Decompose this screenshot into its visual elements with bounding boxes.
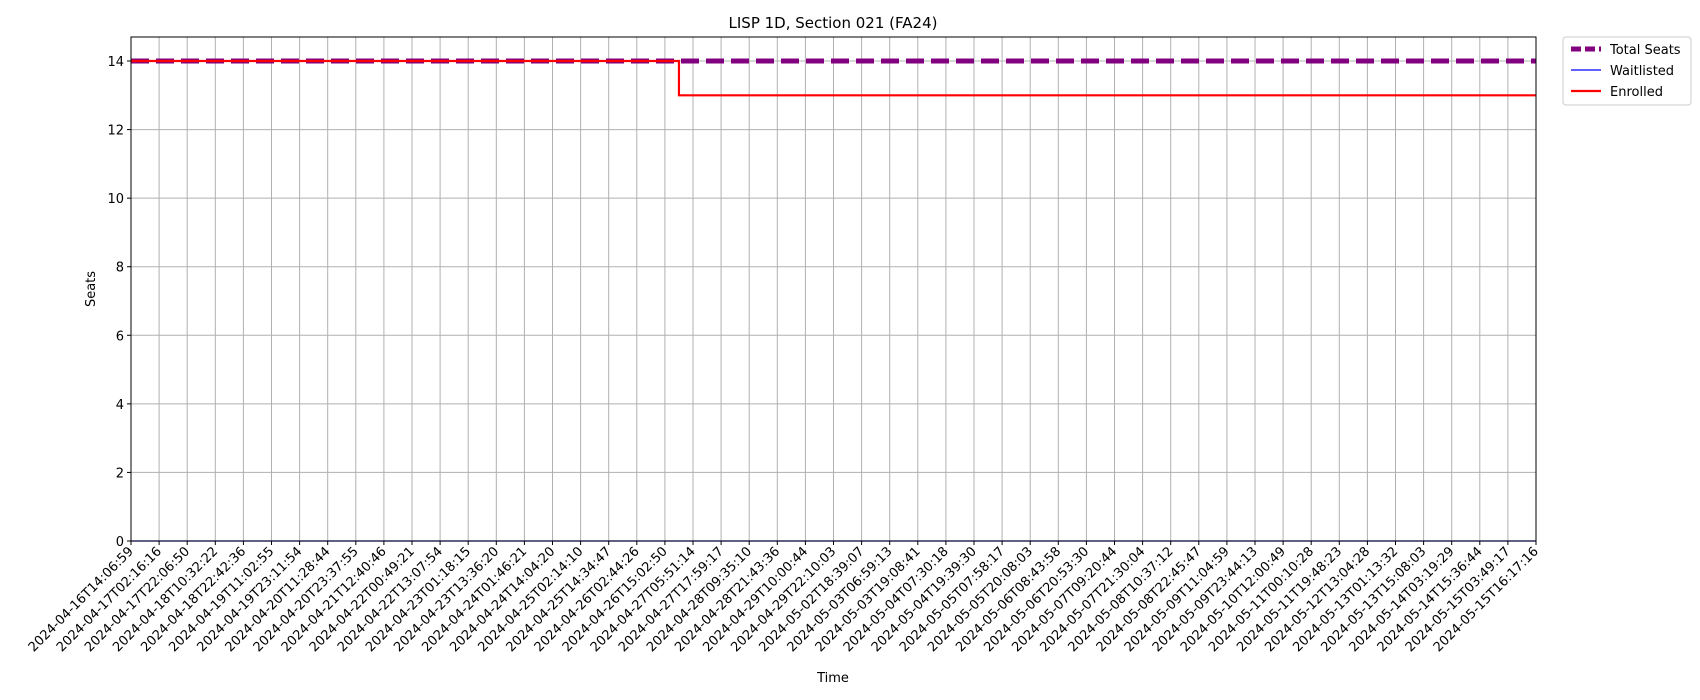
y-tick-label: 14 (107, 55, 124, 70)
y-tick-label: 10 (107, 192, 124, 207)
series-line-enrolled (131, 59, 1536, 97)
x-axis: 2024-04-16T14:06:592024-04-17T02:16:1620… (26, 541, 1542, 655)
legend-label: Total Seats (1609, 43, 1681, 58)
y-tick-label: 2 (116, 466, 124, 481)
y-tick-label: 4 (116, 398, 124, 413)
legend-label: Enrolled (1610, 85, 1663, 100)
legend: Total Seats Waitlisted Enrolled (1562, 36, 1692, 106)
legend-box (1562, 36, 1692, 106)
chart-title: LISP 1D, Section 021 (FA24) (729, 14, 938, 32)
y-tick-label: 8 (116, 261, 124, 276)
x-axis-label: Time (816, 671, 849, 686)
legend-label: Waitlisted (1610, 64, 1674, 79)
y-tick-label: 0 (116, 535, 124, 550)
y-axis-label: Seats (84, 271, 99, 307)
y-axis: 0 2 4 6 8 10 12 14 (107, 55, 131, 550)
y-tick-label: 6 (116, 329, 124, 344)
y-tick-label: 12 (107, 124, 124, 139)
grid (130, 37, 1537, 542)
